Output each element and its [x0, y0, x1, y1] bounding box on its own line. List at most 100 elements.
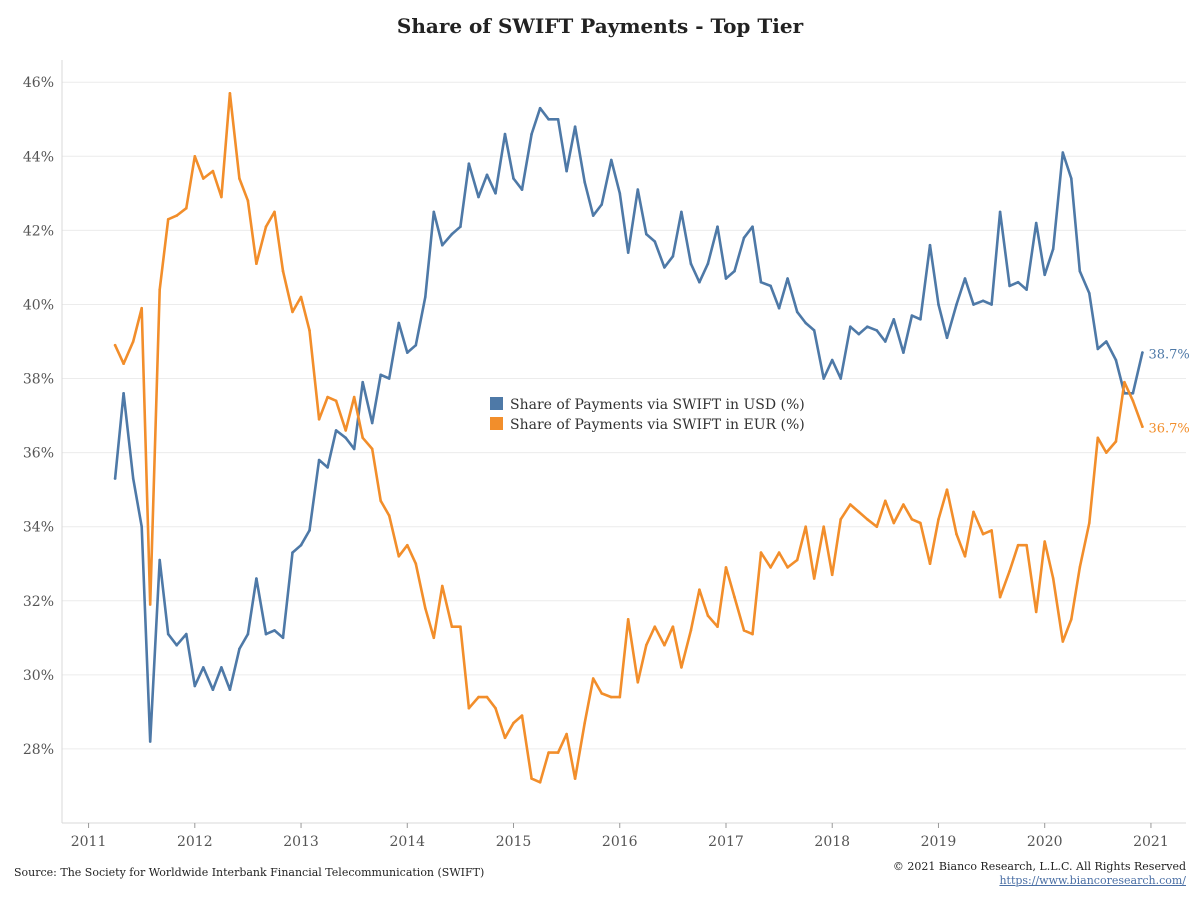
data-point	[547, 118, 550, 121]
series-lines	[113, 92, 1144, 784]
copyright-note: © 2021 Bianco Research, L.L.C. All Right…	[892, 860, 1186, 873]
data-point	[875, 329, 879, 332]
legend-label: Share of Payments via SWIFT in EUR (%)	[510, 417, 805, 433]
legend: Share of Payments via SWIFT in USD (%) Sh…	[490, 397, 805, 433]
data-point	[795, 310, 799, 314]
y-tick-label: 34%	[23, 520, 54, 536]
data-point	[148, 740, 152, 743]
data-point	[273, 210, 276, 214]
data-point	[264, 225, 268, 228]
data-point	[291, 551, 294, 554]
data-point	[910, 518, 914, 521]
data-point	[1016, 280, 1020, 284]
data-point	[467, 162, 471, 165]
data-point	[220, 195, 223, 199]
data-point	[990, 529, 993, 532]
data-point	[228, 688, 232, 691]
data-point	[503, 132, 507, 136]
end-value-label: 36.7%	[1148, 422, 1189, 437]
data-point	[565, 169, 568, 173]
data-point	[459, 625, 462, 628]
data-point	[795, 558, 799, 562]
data-point	[520, 714, 524, 717]
data-point	[1025, 288, 1028, 291]
data-point	[485, 173, 489, 177]
data-point	[291, 310, 294, 314]
legend-swatch	[490, 397, 503, 410]
legend-label: Share of Payments via SWIFT in USD (%)	[510, 397, 805, 413]
data-point	[414, 562, 418, 565]
data-point	[955, 303, 958, 306]
data-point	[1096, 436, 1100, 440]
data-point	[494, 706, 497, 710]
y-tick-label: 44%	[23, 149, 54, 165]
data-point	[158, 558, 161, 562]
data-point	[211, 169, 215, 173]
data-point	[406, 351, 409, 354]
data-point	[769, 284, 772, 288]
data-point	[131, 477, 135, 480]
data-point	[884, 340, 887, 343]
data-point	[308, 529, 311, 532]
data-point	[158, 288, 161, 291]
data-point	[839, 377, 842, 380]
data-point	[716, 225, 719, 228]
data-point	[663, 266, 666, 269]
chart-title: Share of SWIFT Payments - Top Tier	[396, 14, 804, 38]
data-point	[317, 458, 321, 462]
data-point	[441, 243, 444, 247]
data-point	[1131, 392, 1135, 395]
data-point	[636, 188, 640, 191]
data-point	[786, 277, 789, 280]
data-point	[671, 625, 675, 628]
eur-series-line	[113, 92, 1144, 784]
data-point	[733, 269, 736, 273]
data-point	[122, 392, 125, 395]
data-point	[591, 677, 595, 680]
data-point	[538, 781, 542, 784]
data-point	[777, 306, 781, 310]
data-point	[972, 303, 975, 306]
data-point	[255, 262, 258, 266]
data-point	[849, 503, 852, 506]
grid	[62, 81, 1186, 750]
data-point	[414, 343, 418, 347]
data-point	[397, 321, 401, 325]
data-point	[308, 329, 311, 332]
website-link[interactable]: https://www.biancoresearch.com/	[999, 874, 1186, 887]
data-point	[175, 214, 178, 217]
data-point	[387, 514, 391, 517]
x-tick-label: 2015	[496, 834, 532, 850]
data-point	[556, 751, 560, 754]
data-point	[892, 521, 896, 525]
data-point	[955, 532, 958, 536]
data-point	[626, 618, 630, 621]
y-tick-label: 36%	[23, 446, 54, 462]
x-tick-label: 2014	[389, 834, 425, 850]
data-point	[238, 177, 241, 180]
end-value-label: 38.7%	[1148, 348, 1189, 363]
data-point	[822, 377, 825, 380]
data-point	[963, 555, 967, 558]
data-point	[937, 303, 940, 306]
data-point	[759, 551, 763, 554]
data-point	[786, 566, 789, 569]
data-point	[937, 518, 940, 521]
data-point	[202, 666, 205, 669]
data-point	[530, 132, 533, 136]
data-point	[1034, 221, 1038, 225]
data-point	[919, 318, 922, 321]
data-point	[193, 684, 197, 688]
data-point	[1043, 273, 1046, 277]
data-point	[653, 625, 657, 628]
data-point	[866, 325, 869, 329]
x-tick-label: 2012	[177, 834, 213, 850]
data-point	[344, 436, 348, 440]
data-point	[140, 306, 143, 310]
data-point	[1131, 399, 1135, 403]
data-point	[857, 332, 861, 336]
data-point	[1070, 618, 1073, 621]
data-point	[990, 303, 993, 306]
data-point	[663, 643, 666, 647]
